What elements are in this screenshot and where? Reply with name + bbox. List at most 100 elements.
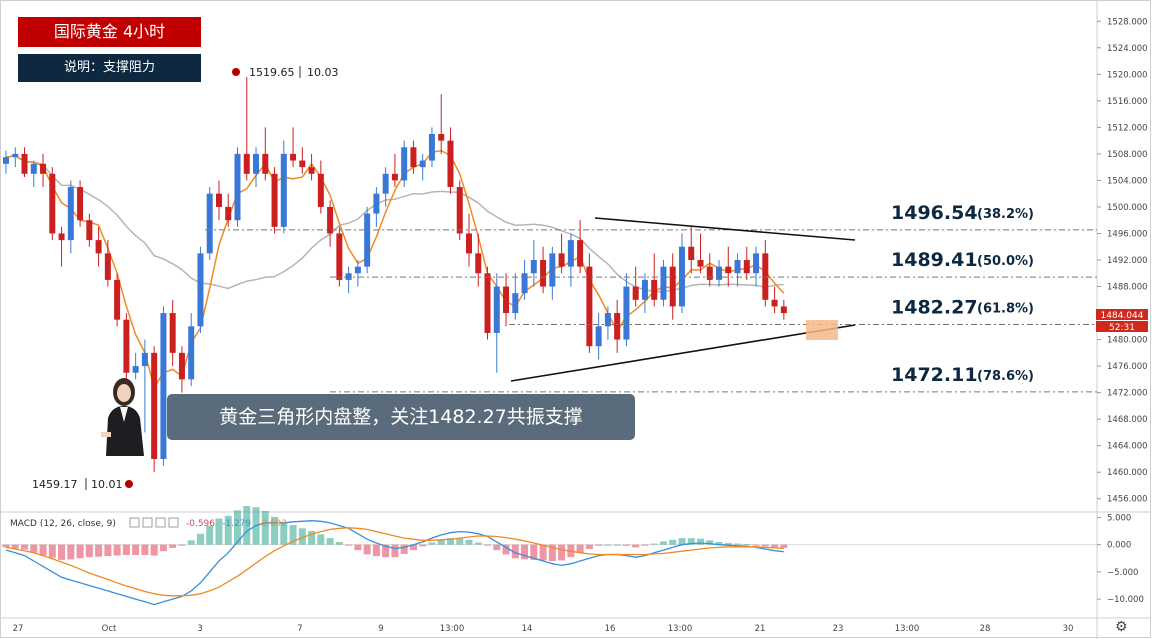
- candle: [354, 260, 361, 287]
- candle: [327, 200, 334, 247]
- candle: [753, 246, 760, 287]
- macd-hist-bar: [724, 543, 732, 545]
- candle: [123, 313, 130, 380]
- macd-hist-bar: [428, 542, 436, 545]
- macd-hist-bar: [271, 516, 279, 545]
- macd-hist-bar: [30, 544, 38, 553]
- price-tick: 1464.000: [1107, 442, 1148, 452]
- candle: [178, 346, 185, 393]
- macd-hist-bar: [576, 544, 584, 553]
- candle: [141, 339, 148, 433]
- macd-hist-bar: [215, 518, 223, 545]
- macd-hist-bar: [48, 544, 56, 558]
- macd-hist-bar: [2, 544, 10, 548]
- chart-subtitle: 说明：支撑阻力: [18, 54, 201, 82]
- macd-hist-bar: [104, 544, 112, 557]
- macd-legend-buttons[interactable]: [129, 517, 179, 528]
- macd-hist-bar: [484, 544, 492, 546]
- fib-price: 1472.11: [891, 364, 978, 386]
- candle: [632, 266, 639, 307]
- macd-hist-bar: [354, 544, 362, 551]
- candle: [641, 273, 648, 314]
- time-tick: 7: [297, 624, 302, 634]
- candle: [780, 299, 787, 320]
- time-tick: 13:00: [668, 624, 693, 634]
- candle: [401, 140, 408, 188]
- macd-hist-bar: [493, 544, 501, 551]
- candle: [262, 127, 269, 181]
- macd-hist-bar: [76, 544, 84, 559]
- candle: [373, 187, 380, 227]
- price-tick: 1480.000: [1107, 336, 1148, 346]
- macd-hist-bar: [456, 538, 464, 545]
- time-tick: 3: [197, 624, 202, 634]
- macd-hist-bar: [613, 544, 621, 546]
- candle: [169, 299, 176, 367]
- macd-hist-bar: [382, 544, 390, 558]
- macd-hist-bar: [234, 510, 241, 545]
- macd-hist-bar: [187, 540, 195, 545]
- candle: [21, 147, 28, 178]
- macd-hist-bar: [224, 515, 232, 545]
- candle: [651, 253, 658, 307]
- macd-hist-bar: [558, 544, 566, 561]
- price-tick: 1504.000: [1107, 176, 1148, 186]
- macd-tick: 0.000: [1107, 541, 1131, 551]
- macd-hist-bar: [595, 544, 603, 546]
- candle: [86, 213, 93, 247]
- macd-hist-bar: [95, 544, 103, 557]
- macd-hist-bar: [734, 543, 742, 545]
- candle: [743, 246, 750, 280]
- macd-hist-bar: [39, 544, 47, 556]
- time-tick: 16: [605, 624, 616, 634]
- macd-hist-bar: [159, 544, 167, 552]
- settings-gear-icon[interactable]: ⚙: [1115, 619, 1128, 635]
- candle: [114, 273, 121, 327]
- candle: [317, 160, 324, 214]
- price-tick: 1468.000: [1107, 415, 1148, 425]
- candle: [595, 313, 602, 360]
- price-tick: 1488.000: [1107, 283, 1148, 293]
- macd-hist-bar: [521, 544, 529, 560]
- candle: [428, 127, 435, 168]
- macd-hist-bar: [326, 538, 334, 545]
- time-tick: 9: [378, 624, 383, 634]
- candle: [678, 233, 685, 314]
- candle: [95, 226, 102, 267]
- macd-hist-bar: [761, 544, 769, 547]
- candle: [132, 352, 139, 380]
- fib-price: 1482.27: [891, 297, 978, 319]
- macd-hist-bar: [502, 544, 510, 555]
- price-tick: 1520.000: [1107, 70, 1148, 80]
- support-zone: [806, 320, 838, 340]
- price-tick: 1528.000: [1107, 17, 1148, 27]
- candle: [290, 127, 297, 168]
- candle: [234, 147, 241, 227]
- candle: [614, 299, 621, 353]
- macd-hist-bar: [178, 544, 186, 546]
- macd-hist-bar: [641, 544, 649, 546]
- candle: [762, 240, 769, 307]
- macd-hist-bar: [289, 525, 297, 545]
- macd-hist-bar: [308, 531, 316, 545]
- candle: [225, 193, 232, 227]
- macd-hist-bar: [85, 544, 93, 558]
- macd-hist-bar: [678, 538, 686, 545]
- candle: [697, 233, 704, 274]
- candle: [391, 153, 398, 188]
- price-tick: 1524.000: [1107, 44, 1148, 54]
- candle: [493, 273, 500, 373]
- candle: [419, 153, 426, 181]
- analysis-caption: 黄金三角形内盘整，关注1482.27共振支撑: [167, 394, 635, 440]
- low-extra: 10.01: [91, 478, 123, 491]
- candle: [30, 160, 37, 188]
- macd-hist-bar: [632, 544, 640, 548]
- macd-hist-bar: [604, 544, 612, 546]
- candle: [206, 187, 213, 260]
- macd-hist-bar: [261, 510, 269, 545]
- candle: [77, 180, 84, 227]
- macd-hist-bar: [243, 506, 251, 545]
- time-tick: 27: [13, 624, 24, 634]
- macd-tick: 5.000: [1107, 513, 1131, 523]
